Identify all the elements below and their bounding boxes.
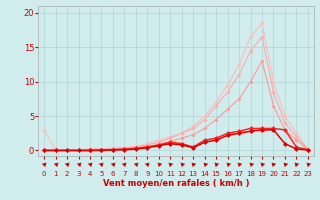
X-axis label: Vent moyen/en rafales ( km/h ): Vent moyen/en rafales ( km/h ) [103,179,249,188]
